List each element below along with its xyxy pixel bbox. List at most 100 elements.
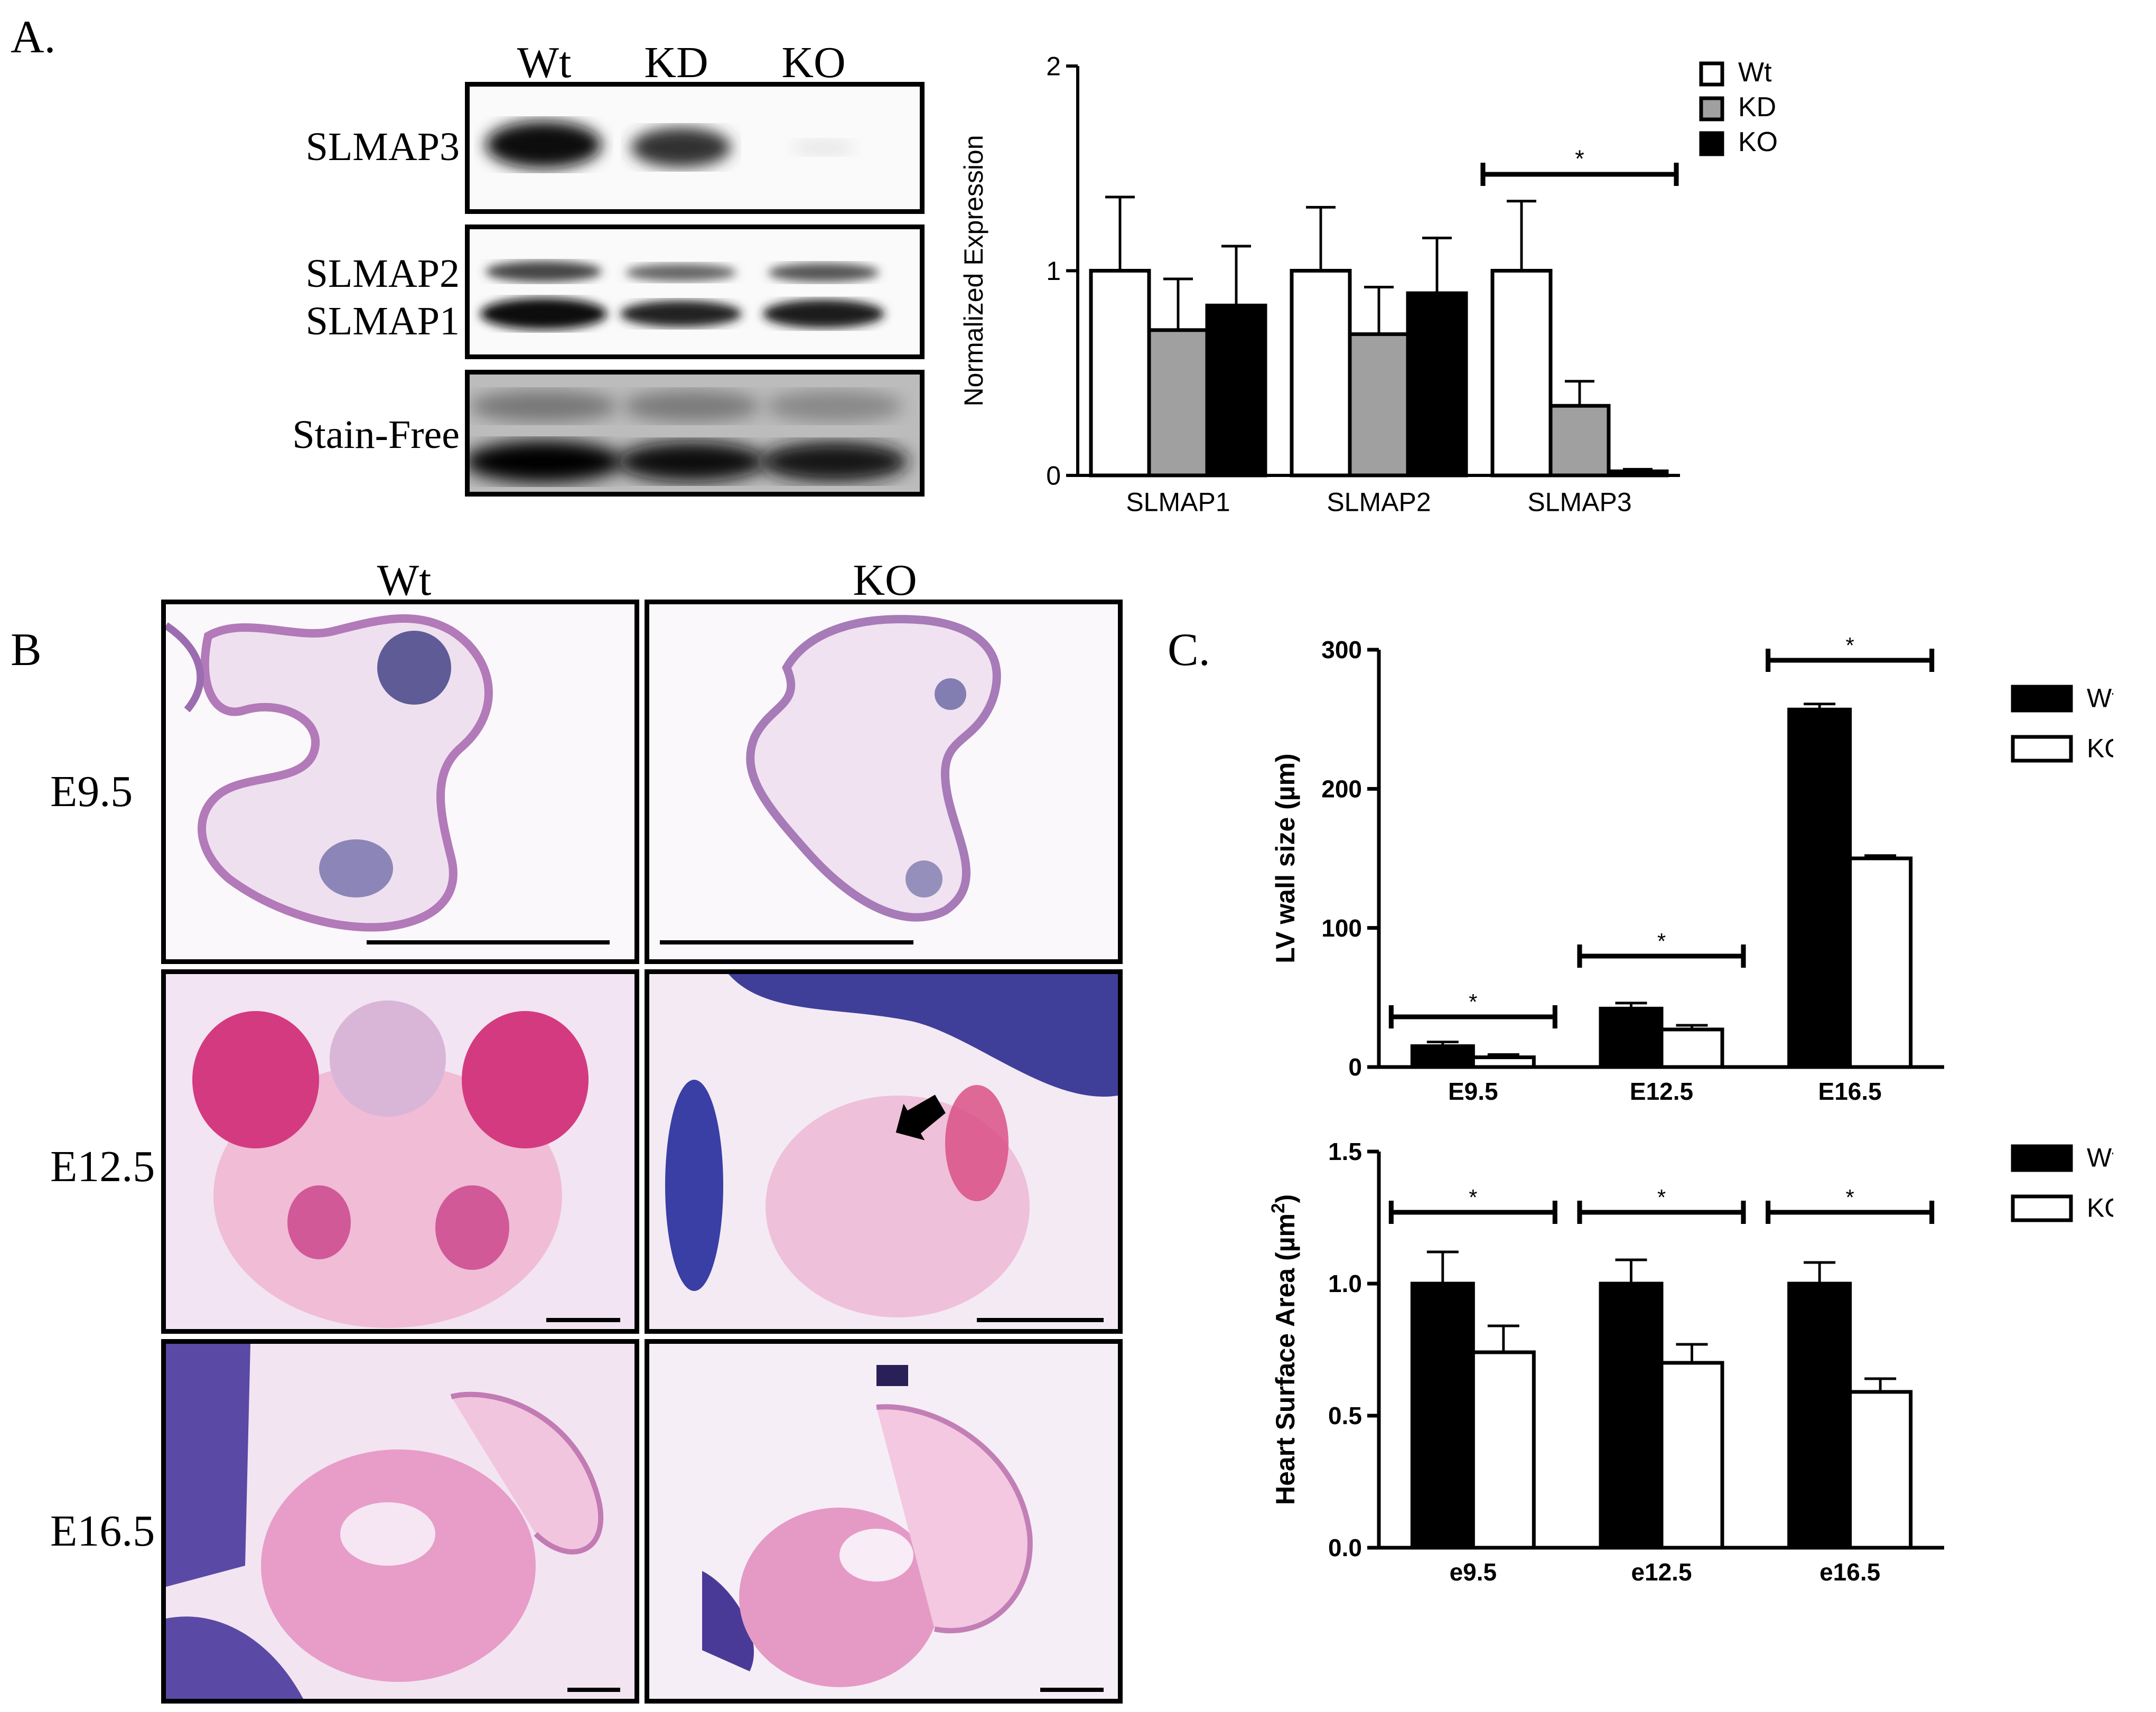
- x-tick-label-e16-5: E16.5: [1818, 1078, 1882, 1105]
- significance-star: *: [1846, 633, 1854, 658]
- band-label-slmap1: SLMAP1: [305, 299, 460, 343]
- x-tick-label-e12-5: E12.5: [1630, 1078, 1693, 1105]
- row-label-e9-5: E9.5: [50, 767, 133, 816]
- micrograph-e16-5-ko: [645, 1339, 1123, 1704]
- significance-star: *: [1657, 1185, 1666, 1210]
- legend-swatch-ko: [1699, 131, 1724, 156]
- bar-wt-slmap2: [1290, 269, 1352, 478]
- panel-b-letter: B: [11, 624, 42, 676]
- bar-wt-slmap3: [1490, 269, 1553, 478]
- bar-ko-e9-5: [1471, 1055, 1536, 1069]
- y-tick-label: 200: [1321, 775, 1362, 802]
- panel-a-letter: A.: [11, 12, 56, 63]
- x-tick-label-slmap3: SLMAP3: [1527, 488, 1631, 517]
- legend-swatch-ko: [2011, 735, 2073, 763]
- bar-kd-slmap2: [1348, 332, 1410, 478]
- legend-swatch-ko: [2011, 1194, 2073, 1222]
- x-tick-label-e12-5: e12.5: [1631, 1558, 1692, 1586]
- significance-star: *: [1469, 1185, 1477, 1210]
- legend-swatch-wt: [2011, 685, 2073, 713]
- legend-swatch-wt: [2011, 1144, 2073, 1172]
- y-tick-label: 0.5: [1328, 1402, 1362, 1429]
- y-axis-label: LV wall size (µm): [1271, 753, 1300, 963]
- y-tick-label: 1.0: [1328, 1270, 1362, 1297]
- band-slmap1-kd: [620, 301, 742, 327]
- bar-ko-e16-5: [1848, 1390, 1913, 1550]
- x-tick-label-e9-5: e9.5: [1450, 1558, 1497, 1586]
- y-tick-label: 0: [1046, 461, 1061, 491]
- y-tick-label: 0.0: [1328, 1534, 1362, 1561]
- bar-wt-e9-5: [1410, 1044, 1475, 1069]
- bar-ko-e16-5: [1848, 856, 1913, 1069]
- band-slmap3-wt: [486, 121, 602, 169]
- micrograph-e12-5-wt: [161, 969, 639, 1334]
- bar-wt-e16-5: [1787, 1281, 1852, 1550]
- micrograph-e12-5-ko: [645, 969, 1123, 1334]
- bar-ko-e9-5: [1471, 1350, 1536, 1550]
- column-label-wt: Wt: [377, 556, 432, 605]
- y-tick-label: 0: [1348, 1053, 1362, 1081]
- significance-star: *: [1469, 990, 1477, 1014]
- y-tick-label: 1.5: [1328, 1138, 1362, 1165]
- bar-kd-slmap3: [1548, 404, 1611, 478]
- band-slmap3-kd: [631, 127, 731, 167]
- bar-ko-e12-5: [1659, 1361, 1724, 1550]
- bar-wt-slmap1: [1089, 269, 1151, 478]
- x-tick-label-e9-5: E9.5: [1448, 1078, 1498, 1105]
- column-label-ko: KO: [853, 556, 917, 605]
- micrograph-e9-5-wt: [161, 600, 639, 964]
- lane-label-wt: Wt: [517, 38, 572, 87]
- bar-kd-slmap1: [1147, 328, 1209, 478]
- x-tick-label-slmap1: SLMAP1: [1126, 488, 1230, 517]
- bar-wt-e12-5: [1599, 1281, 1664, 1550]
- legend-label-kd: KD: [1738, 92, 1776, 123]
- legend-swatch-wt: [1699, 61, 1724, 87]
- band-label-stain-free: Stain-Free: [292, 413, 460, 457]
- bar-ko-slmap1: [1205, 303, 1267, 478]
- blot-slmap3: [465, 82, 925, 214]
- legend-label-ko: KO: [2087, 733, 2113, 763]
- row-label-e16-5: E16.5: [50, 1507, 155, 1556]
- band-label-slmap2: SLMAP2: [305, 251, 460, 296]
- panel-c-letter: C.: [1168, 624, 1210, 676]
- y-axis-label: Normalized Expression: [959, 135, 988, 406]
- legend-label-wt: Wt: [1738, 57, 1772, 88]
- band-slmap2-wt: [486, 261, 602, 282]
- bar-wt-e9-5: [1410, 1281, 1475, 1550]
- blot-stain-free: [465, 370, 925, 497]
- legend-label-wt: Wt: [2087, 1143, 2113, 1172]
- arrow-icon: [895, 1094, 946, 1140]
- lane-label-ko: KO: [781, 38, 846, 87]
- band-slmap3-ko: [792, 139, 855, 155]
- significance-star: *: [1657, 929, 1666, 953]
- x-tick-label-slmap2: SLMAP2: [1327, 488, 1431, 517]
- bar-ko-slmap3: [1607, 469, 1669, 478]
- y-tick-label: 100: [1321, 914, 1362, 942]
- bar-ko-e12-5: [1659, 1027, 1724, 1069]
- micrograph-e16-5-wt: [161, 1339, 639, 1704]
- x-tick-label-e16-5: e16.5: [1819, 1558, 1880, 1586]
- significance-star: *: [1575, 145, 1584, 172]
- legend-swatch-kd: [1699, 96, 1724, 121]
- legend-label-ko: KO: [2087, 1193, 2113, 1222]
- y-tick-label: 2: [1046, 52, 1061, 81]
- significance-star: *: [1846, 1185, 1854, 1210]
- blot-slmap1-2: [465, 224, 925, 359]
- band-slmap1-wt: [480, 298, 607, 330]
- band-label-slmap3: SLMAP3: [305, 125, 460, 169]
- band-slmap2-ko: [768, 263, 879, 282]
- row-label-e12-5: E12.5: [50, 1142, 155, 1191]
- chart-heart-surface-area: 0.0 0.5 1.0 1.5 Heart Surface Area (µm2) e9.5…: [1268, 1138, 2114, 1586]
- y-axis-label: Heart Surface Area (µm2): [1268, 1194, 1301, 1505]
- band-slmap2-kd: [626, 264, 736, 282]
- chart-normalized-expression: 0 1 2 Normalized Expression SLMAP1 SLMAP2 SLMA…: [959, 52, 1778, 517]
- legend-label-wt: Wt: [2087, 683, 2113, 713]
- chart-lv-wall-size: 0 100 200 300 LV wall size (µm) E9.5 * E12.5 * E1…: [1271, 633, 2113, 1105]
- micrograph-e9-5-ko: [645, 600, 1123, 964]
- legend-label-ko: KO: [1738, 127, 1778, 157]
- y-tick-label: 1: [1046, 256, 1061, 286]
- y-tick-label: 300: [1321, 636, 1362, 663]
- bar-wt-e16-5: [1787, 707, 1852, 1069]
- bar-ko-slmap2: [1406, 291, 1468, 478]
- band-slmap1-ko: [763, 300, 884, 328]
